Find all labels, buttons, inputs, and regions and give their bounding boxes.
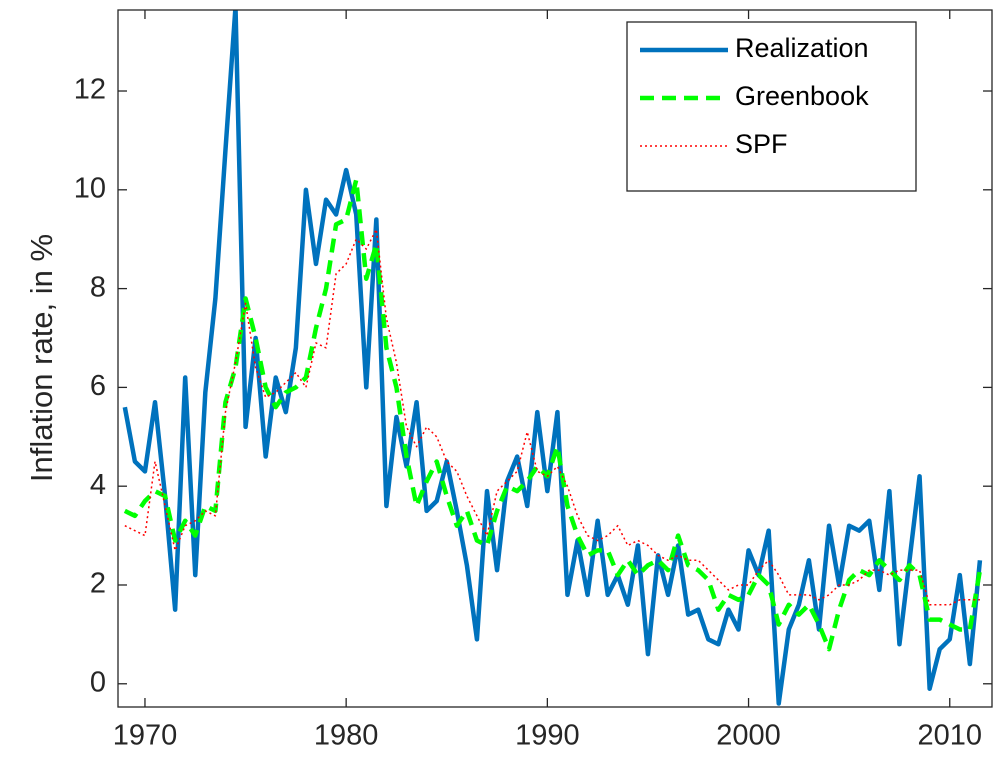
y-tick-label: 0 — [90, 666, 106, 698]
axes-box — [117, 9, 993, 708]
series-line — [122, 10, 983, 706]
y-tick-label: 12 — [74, 74, 106, 106]
x-tick-label: 1980 — [314, 720, 379, 752]
x-tick-label: 2000 — [716, 720, 781, 752]
x-tick-label: 1970 — [113, 720, 178, 752]
lines — [122, 10, 983, 706]
y-axis-label: Inflation rate, in % — [24, 234, 59, 482]
y-tick-label: 4 — [90, 469, 106, 501]
x-tick-label: 1990 — [515, 720, 580, 752]
legend-label: Realization — [735, 33, 869, 63]
legend-label: SPF — [735, 129, 788, 159]
legend-label: Greenbook — [735, 81, 869, 111]
y-tick-label: 6 — [90, 370, 106, 402]
y-tick-label: 2 — [90, 568, 106, 600]
y-tick-label: 10 — [74, 172, 106, 204]
x-tick-label: 2010 — [917, 720, 982, 752]
series-line — [123, 177, 983, 652]
legend: Realization Greenbook SPF — [626, 21, 917, 192]
y-tick-label: 8 — [90, 271, 106, 303]
